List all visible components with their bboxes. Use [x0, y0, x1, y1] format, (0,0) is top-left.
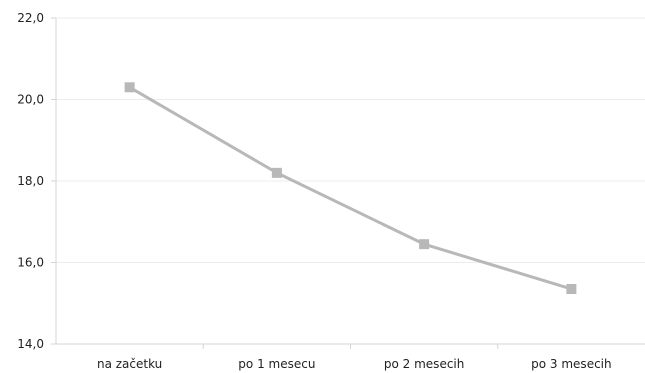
y-tick-label: 14,0	[17, 337, 44, 351]
grid-lines	[56, 17, 645, 263]
data-point	[566, 283, 577, 294]
y-tick-label: 22,0	[17, 11, 44, 25]
y-tick-label: 16,0	[17, 256, 44, 270]
x-tick-label: po 2 mesecih	[384, 357, 464, 371]
series-line	[128, 85, 572, 291]
x-tick-label: po 3 mesecih	[531, 357, 611, 371]
series	[124, 82, 577, 294]
data-point	[124, 82, 135, 93]
data-point	[419, 239, 430, 250]
axes	[51, 17, 645, 349]
x-tick-label: na začetku	[97, 357, 162, 371]
data-point	[271, 167, 282, 178]
x-tick-label: po 1 mesecu	[238, 357, 315, 371]
y-tick-label: 20,0	[17, 93, 44, 107]
y-tick-labels: 14,0 16,0 18,0 20,0 22,0	[17, 11, 44, 351]
x-tick-labels: na začetku po 1 mesecu po 2 mesecih po 3 me…	[97, 357, 612, 371]
y-tick-label: 18,0	[17, 174, 44, 188]
